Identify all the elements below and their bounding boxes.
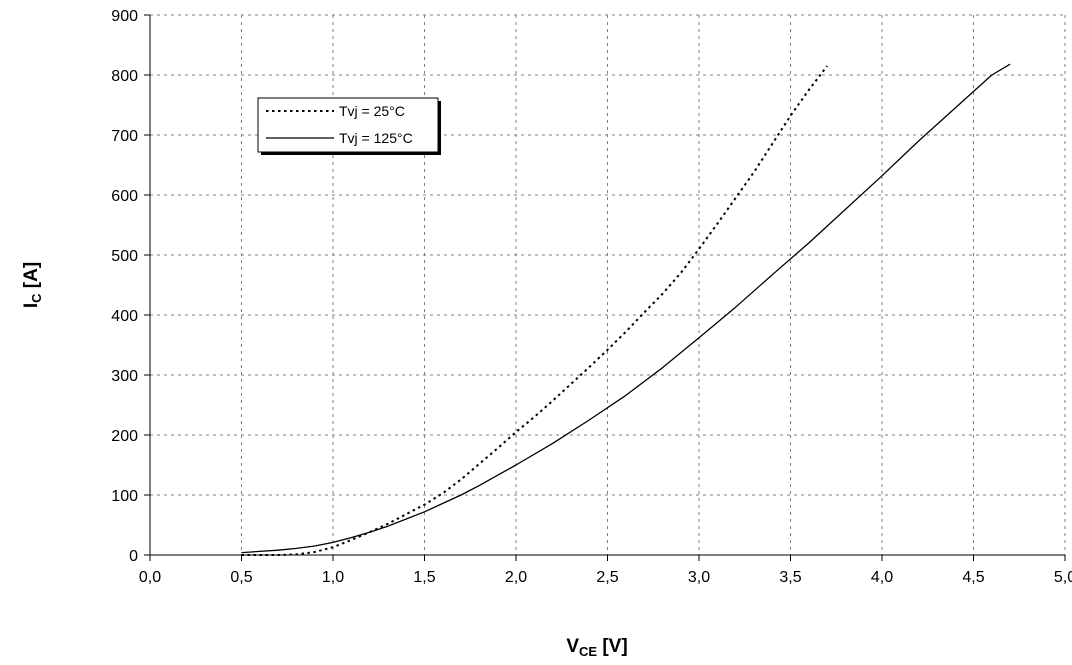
axes	[144, 14, 1066, 561]
y-tick-label: 900	[111, 8, 138, 25]
x-tick-label: 3,5	[779, 569, 801, 586]
x-tick-label: 2,0	[505, 569, 527, 586]
legend: Tvj = 25°C Tvj = 125°C	[257, 97, 441, 155]
x-tick-label: 4,0	[871, 569, 893, 586]
x-tick-label: 0,0	[139, 569, 161, 586]
y-tick-label: 700	[111, 128, 138, 145]
x-tick-label: 1,0	[322, 569, 344, 586]
y-tick-label: 300	[111, 368, 138, 385]
x-tick-labels: 0,0 0,5 1,0 1,5 2,0 2,5 3,0 3,5 4,0 4,5 5,0	[139, 569, 1072, 586]
y-tick-labels: 0 100 200 300 400 500 600 700 800 900	[111, 8, 138, 565]
y-tick-label: 0	[129, 548, 138, 565]
x-tick-label: 4,5	[962, 569, 984, 586]
y-tick-label: 100	[111, 488, 138, 505]
series-line-125c	[241, 63, 1011, 554]
x-tick-label: 5,0	[1054, 569, 1072, 586]
plot-background	[150, 15, 1065, 555]
legend-label-25c: Tvj = 25°C	[339, 103, 405, 119]
x-tick-label: 0,5	[230, 569, 252, 586]
x-tick-label: 3,0	[688, 569, 710, 586]
x-tick-label: 1,5	[413, 569, 435, 586]
grid	[150, 14, 1066, 555]
y-tick-label: 600	[111, 188, 138, 205]
legend-box	[257, 97, 439, 153]
y-tick-label: 400	[111, 308, 138, 325]
legend-label-125c: Tvj = 125°C	[339, 130, 413, 146]
y-tick-label: 200	[111, 428, 138, 445]
x-tick-label: 2,5	[596, 569, 618, 586]
series-lines	[241, 63, 1011, 556]
series-line-25c	[241, 65, 828, 556]
y-tick-label: 800	[111, 68, 138, 85]
y-axis-title: IC [A]	[21, 262, 44, 308]
x-axis-title: VCE [V]	[566, 636, 627, 659]
y-tick-label: 500	[111, 248, 138, 265]
